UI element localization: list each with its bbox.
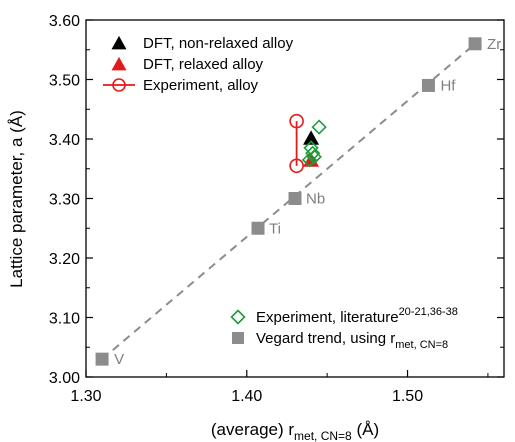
legend-entry-text: Vegard trend, using r bbox=[256, 330, 395, 347]
experiment-alloy-point bbox=[289, 113, 304, 129]
legend-marker bbox=[111, 56, 127, 71]
legend-entry-text: Experiment, literature bbox=[256, 309, 399, 326]
experiment-literature-point bbox=[305, 145, 321, 161]
x-tick-label: 1.30 bbox=[70, 388, 101, 405]
element-label: Zr bbox=[487, 36, 501, 53]
vegard-point bbox=[288, 192, 302, 205]
marks-layer: V Ti Nb Hf Zr bbox=[95, 36, 501, 368]
experiment-literature-point bbox=[301, 152, 318, 168]
legend-entry-label: Vegard trend, using rmet, CN=8 bbox=[256, 330, 448, 351]
legend-marker bbox=[112, 78, 126, 92]
x-axis-label: (average) rmet, CN=8 (Å) bbox=[211, 420, 379, 442]
y-tick-label: 3.20 bbox=[49, 251, 80, 268]
experiment-literature-point bbox=[311, 119, 327, 135]
legend-marker bbox=[232, 332, 244, 344]
element-label: V bbox=[114, 351, 124, 368]
y-tick-label: 3.50 bbox=[49, 73, 80, 90]
vegard-point bbox=[421, 78, 435, 92]
x-tick-label: 1.50 bbox=[392, 388, 423, 405]
legend-marker bbox=[111, 35, 127, 50]
legend-entry-label: DFT, relaxed alloy bbox=[143, 56, 264, 73]
vegard-point bbox=[95, 352, 109, 366]
y-tick-label: 3.40 bbox=[49, 132, 80, 149]
element-label: Ti bbox=[269, 220, 281, 237]
x-tick-label: 1.40 bbox=[231, 388, 262, 405]
ticks-layer: 1.30 1.40 1.50 3.00 3.10 3.20 3.30 3.40 3.50 3.60 bbox=[49, 13, 504, 405]
vegard-point bbox=[468, 37, 482, 51]
y-tick-label: 3.10 bbox=[49, 311, 80, 328]
legend-entry-label: Experiment, alloy bbox=[143, 77, 259, 94]
x-axis-label-main: (average) r bbox=[211, 420, 294, 439]
dft-nonrelaxed-point bbox=[303, 130, 320, 145]
legend-entry-superscript: 20-21,36-38 bbox=[399, 306, 458, 318]
element-label: Hf bbox=[440, 77, 456, 94]
y-tick-label: 3.60 bbox=[49, 13, 80, 30]
y-tick-label: 3.00 bbox=[49, 370, 80, 387]
vegard-point bbox=[251, 221, 265, 235]
legend-entry-label: DFT, non-relaxed alloy bbox=[143, 35, 294, 52]
y-axis-label: Lattice parameter, a (Å) bbox=[7, 110, 26, 288]
x-axis-label-sub: met, CN=8 bbox=[294, 429, 352, 442]
legend-entry-label: Experiment, literature20-21,36-38 bbox=[256, 306, 458, 326]
element-label: Nb bbox=[306, 191, 325, 208]
legend-layer: DFT, non-relaxed alloy DFT, relaxed alloy… bbox=[103, 35, 458, 351]
legend-entry-subscript: met, CN=8 bbox=[395, 339, 448, 351]
x-axis-label-unit: (Å) bbox=[352, 420, 379, 439]
y-tick-label: 3.30 bbox=[49, 192, 80, 209]
experiment-alloy-point bbox=[289, 158, 304, 174]
legend-marker bbox=[230, 309, 246, 325]
